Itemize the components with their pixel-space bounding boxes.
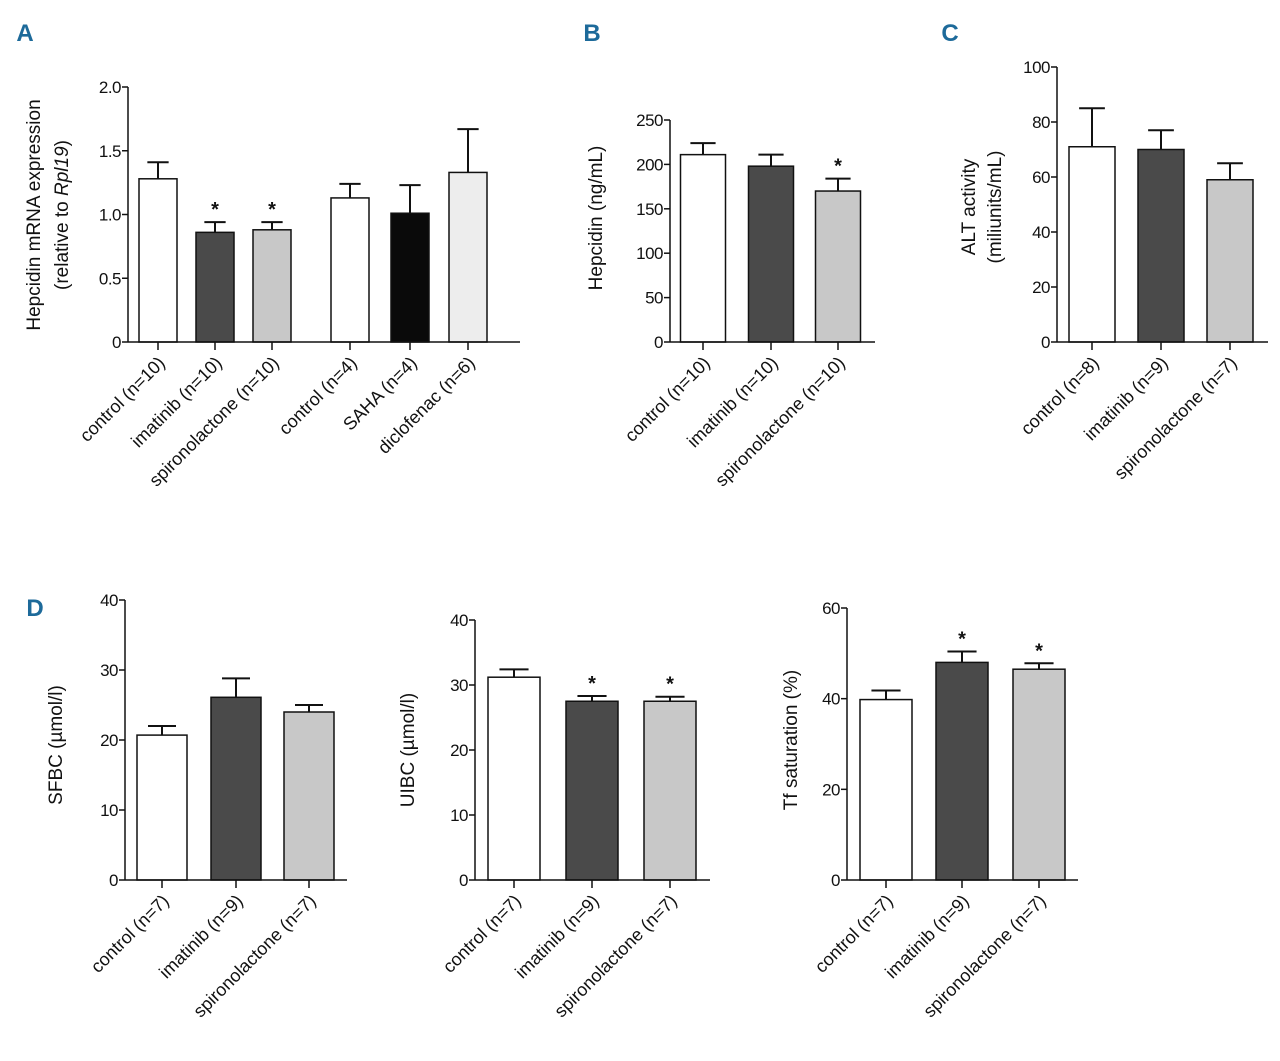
y-tick-label: 250: [636, 111, 663, 130]
x-tick-label: spironolactone (n=10): [711, 353, 849, 491]
y-tick-label: 1.0: [99, 206, 121, 225]
y-axis-label: Tf saturation (%): [781, 670, 802, 810]
y-axis-label: UIBC (µmol/l): [398, 693, 419, 807]
significance-marker: *: [666, 674, 674, 696]
bar: [679, 153, 727, 343]
y-tick-label: 20: [822, 780, 840, 799]
y-tick-label: 0: [1041, 333, 1050, 352]
y-axis-label: (miliunits/mL): [985, 151, 1006, 264]
panel-label: C: [941, 20, 958, 47]
significance-marker: *: [268, 199, 276, 221]
bar: [252, 229, 292, 343]
y-tick-label: 40: [450, 611, 468, 630]
x-tick-label: control (n=7): [439, 891, 525, 977]
y-tick-label: 60: [822, 599, 840, 618]
significance-marker: *: [211, 199, 219, 221]
panel-label: A: [16, 20, 33, 47]
bar: [138, 178, 178, 343]
bar: [1068, 146, 1116, 343]
x-tick-label: spironolactone (n=7): [1110, 353, 1241, 484]
significance-marker: *: [834, 156, 842, 178]
y-tick-label: 0: [831, 871, 840, 890]
x-tick-label: diclofenac (n=6): [374, 353, 479, 458]
bar: [210, 696, 262, 881]
y-axis-label-part: (relative to: [52, 196, 73, 290]
y-axis-label: Hepcidin (ng/mL): [586, 146, 607, 291]
y-tick-label: 30: [100, 661, 118, 680]
y-tick-label: 50: [645, 289, 663, 308]
bar: [283, 711, 335, 881]
y-tick-label: 100: [1023, 58, 1050, 77]
bar: [1206, 179, 1254, 343]
y-tick-label: 40: [100, 591, 118, 610]
panel-label: B: [583, 20, 600, 47]
bar: [330, 197, 370, 343]
y-axis-label-italic: Rpl19: [52, 146, 73, 196]
y-tick-label: 20: [1032, 278, 1050, 297]
y-tick-label: 40: [1032, 223, 1050, 242]
y-tick-label: 20: [450, 741, 468, 760]
y-tick-label: 1.5: [99, 142, 121, 161]
x-tick-label: control (n=7): [811, 891, 897, 977]
chart-panel-D4: UIBC (µmol/l)control (n=7)*imatinib (n=9…: [398, 611, 710, 1021]
significance-marker: *: [1035, 640, 1043, 662]
y-tick-label: 60: [1032, 168, 1050, 187]
y-tick-label: 0: [654, 333, 663, 352]
chart-panel-D5: Tf saturation (%)control (n=7)*imatinib …: [781, 599, 1078, 1021]
bar: [195, 231, 235, 343]
y-tick-label: 200: [636, 155, 663, 174]
significance-marker: *: [588, 673, 596, 695]
y-tick-label: 0: [112, 333, 121, 352]
x-tick-label: spironolactone (n=7): [189, 891, 320, 1022]
y-axis-label: ALT activity: [959, 158, 980, 255]
y-tick-label: 150: [636, 200, 663, 219]
bar: [859, 698, 913, 881]
bar: [390, 212, 430, 343]
bar: [747, 165, 795, 343]
y-axis-label: SFBC (µmol/l): [46, 685, 67, 805]
y-tick-label: 10: [100, 801, 118, 820]
y-tick-label: 20: [100, 731, 118, 750]
significance-marker: *: [958, 629, 966, 651]
y-tick-label: 80: [1032, 113, 1050, 132]
y-axis-label-part: ): [52, 140, 73, 146]
bar: [487, 676, 541, 881]
bar: [136, 734, 188, 881]
y-tick-label: 0.5: [99, 269, 121, 288]
y-tick-label: 100: [636, 244, 663, 263]
bar: [1012, 668, 1066, 881]
y-axis-label: Hepcidin mRNA expression: [24, 99, 45, 330]
chart-panel-A: A Hepcidin mRNA expression (relative to Rp…: [16, 20, 520, 490]
bar: [565, 700, 619, 881]
bar: [1137, 148, 1185, 343]
bar: [814, 190, 862, 343]
bar: [935, 661, 989, 881]
panel-label: D: [26, 595, 43, 622]
y-tick-label: 0: [459, 871, 468, 890]
bar: [448, 171, 488, 343]
y-tick-label: 2.0: [99, 78, 121, 97]
y-tick-label: 0: [109, 871, 118, 890]
y-tick-label: 30: [450, 676, 468, 695]
y-axis-label: (relative to Rpl19): [52, 140, 73, 290]
y-tick-label: 10: [450, 806, 468, 825]
bar: [643, 700, 697, 881]
y-tick-label: 40: [822, 690, 840, 709]
